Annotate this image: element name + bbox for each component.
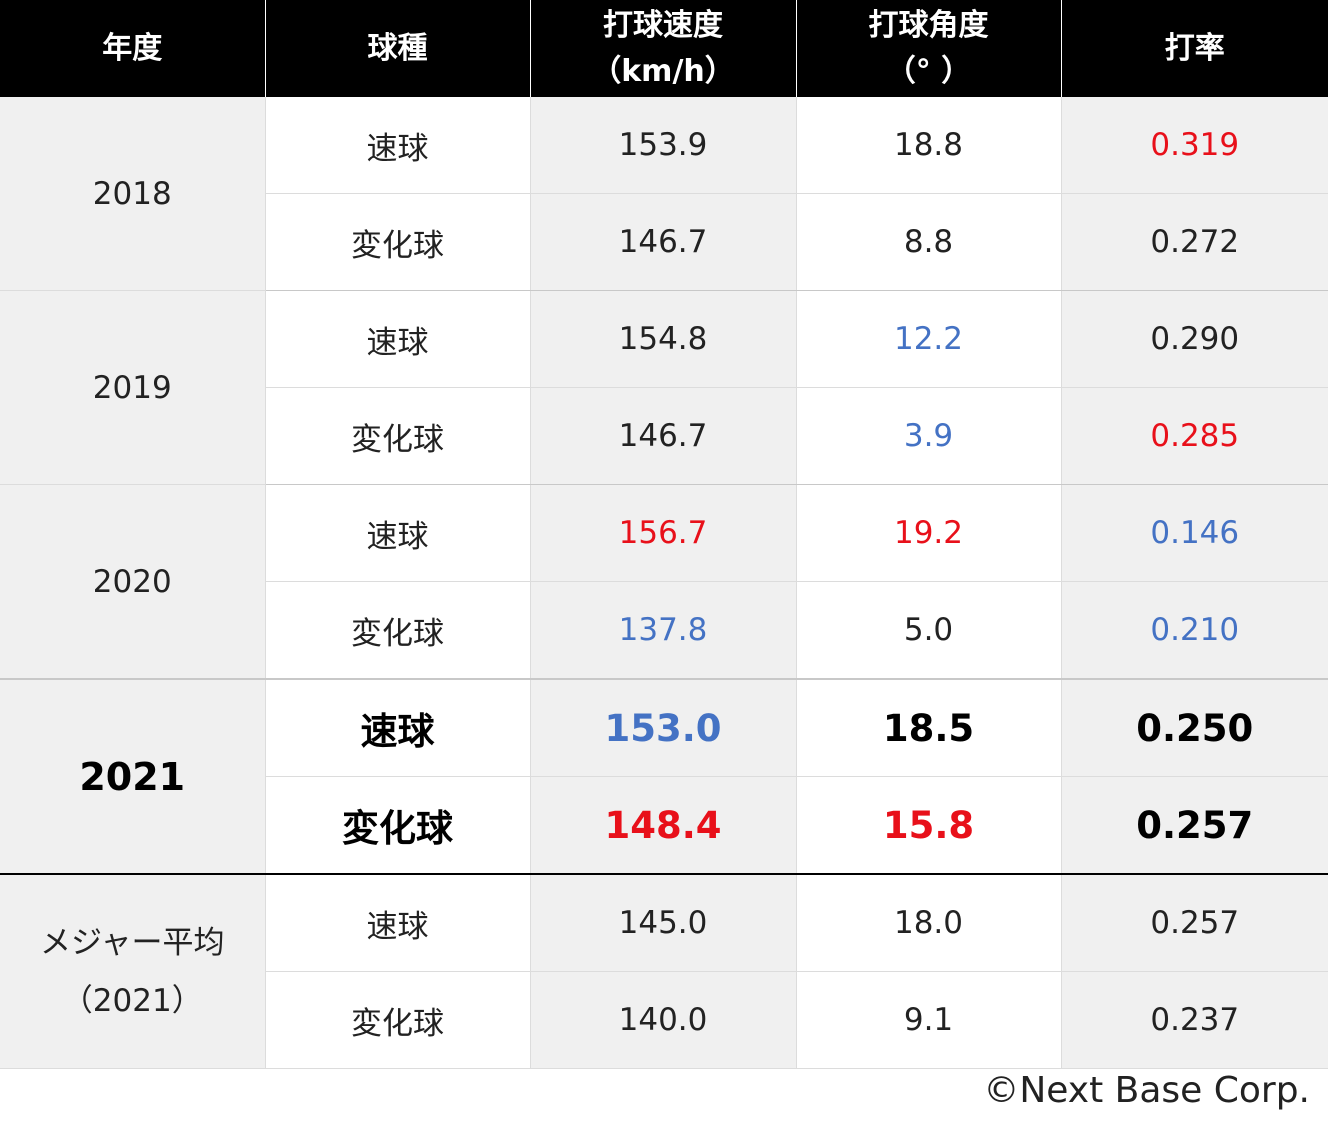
launch-angle-cell: 9.1 bbox=[796, 971, 1062, 1069]
launch-angle-cell: 18.8 bbox=[796, 97, 1062, 194]
mlb-average-season: （2021） bbox=[61, 982, 203, 1019]
exit-velocity-cell: 153.0 bbox=[530, 678, 797, 777]
header-launch-angle: 打球角度 （° ） bbox=[796, 0, 1062, 97]
header-pitch-type: 球種 bbox=[265, 0, 531, 97]
batting-average-cell: 0.146 bbox=[1061, 484, 1328, 582]
pitch-type-cell: 速球 bbox=[265, 484, 531, 582]
pitch-type-cell: 変化球 bbox=[265, 971, 531, 1069]
launch-angle-cell: 18.0 bbox=[796, 873, 1062, 972]
batting-average-cell: 0.250 bbox=[1061, 678, 1328, 777]
batting-stats-table: 年度 球種 打球速度 （km/h） 打球角度 （° ） 打率 2018 速球 1… bbox=[0, 0, 1328, 1069]
pitch-type-cell: 速球 bbox=[265, 97, 531, 194]
batting-average-cell: 0.257 bbox=[1061, 873, 1328, 972]
launch-angle-cell: 15.8 bbox=[796, 776, 1062, 875]
header-year: 年度 bbox=[0, 0, 266, 97]
header-batting-average: 打率 bbox=[1061, 0, 1328, 97]
header-launch-angle-unit: （° ） bbox=[885, 53, 972, 89]
year-cell: 2019 bbox=[0, 290, 266, 485]
launch-angle-cell: 18.5 bbox=[796, 678, 1062, 777]
table-row: 2018 速球 153.9 18.8 0.319 bbox=[0, 97, 1328, 291]
year-cell: 2018 bbox=[0, 97, 266, 291]
table-row: 変化球 140.0 9.1 0.237 bbox=[0, 971, 1328, 1069]
batting-average-cell: 0.272 bbox=[1061, 193, 1328, 291]
batting-average-cell: 0.237 bbox=[1061, 971, 1328, 1069]
exit-velocity-cell: 148.4 bbox=[530, 776, 797, 875]
table-row: 変化球 146.7 3.9 0.285 bbox=[0, 387, 1328, 485]
launch-angle-cell: 5.0 bbox=[796, 581, 1062, 680]
exit-velocity-cell: 145.0 bbox=[530, 873, 797, 972]
table-row: 2020 速球 156.7 19.2 0.146 bbox=[0, 484, 1328, 680]
mlb-average-label: メジャー平均 bbox=[40, 924, 225, 961]
table-row: 2019 速球 154.8 12.2 0.290 bbox=[0, 290, 1328, 485]
batting-average-cell: 0.290 bbox=[1061, 290, 1328, 388]
pitch-type-cell: 速球 bbox=[265, 678, 531, 777]
pitch-type-cell: 速球 bbox=[265, 873, 531, 972]
year-cell: 2021 bbox=[0, 678, 266, 875]
header-exit-velocity-label: 打球速度 bbox=[603, 7, 723, 43]
header-launch-angle-label: 打球角度 bbox=[868, 7, 989, 43]
batting-average-cell: 0.319 bbox=[1061, 97, 1328, 194]
launch-angle-cell: 3.9 bbox=[796, 387, 1062, 485]
batting-average-cell: 0.285 bbox=[1061, 387, 1328, 485]
year-cell: メジャー平均 （2021） bbox=[0, 873, 266, 1069]
exit-velocity-cell: 146.7 bbox=[530, 387, 797, 485]
table-row: 2021 速球 153.0 18.5 0.250 bbox=[0, 678, 1328, 875]
year-cell: 2020 bbox=[0, 484, 266, 680]
batting-average-cell: 0.257 bbox=[1061, 776, 1328, 875]
exit-velocity-cell: 153.9 bbox=[530, 97, 797, 194]
pitch-type-cell: 変化球 bbox=[265, 581, 531, 680]
copyright-notice: ©Next Base Corp. bbox=[983, 1070, 1310, 1111]
batting-average-cell: 0.210 bbox=[1061, 581, 1328, 680]
pitch-type-cell: 変化球 bbox=[265, 193, 531, 291]
pitch-type-cell: 変化球 bbox=[265, 776, 531, 875]
table-row: 変化球 137.8 5.0 0.210 bbox=[0, 581, 1328, 680]
header-exit-velocity: 打球速度 （km/h） bbox=[530, 0, 797, 97]
launch-angle-cell: 12.2 bbox=[796, 290, 1062, 388]
exit-velocity-cell: 146.7 bbox=[530, 193, 797, 291]
launch-angle-cell: 8.8 bbox=[796, 193, 1062, 291]
pitch-type-cell: 速球 bbox=[265, 290, 531, 388]
table-row: メジャー平均 （2021） 速球 145.0 18.0 0.257 bbox=[0, 873, 1328, 1069]
header-row: 年度 球種 打球速度 （km/h） 打球角度 （° ） 打率 bbox=[0, 0, 1328, 97]
exit-velocity-cell: 154.8 bbox=[530, 290, 797, 388]
table-row: 変化球 146.7 8.8 0.272 bbox=[0, 193, 1328, 291]
exit-velocity-cell: 140.0 bbox=[530, 971, 797, 1069]
exit-velocity-cell: 156.7 bbox=[530, 484, 797, 582]
exit-velocity-cell: 137.8 bbox=[530, 581, 797, 680]
launch-angle-cell: 19.2 bbox=[796, 484, 1062, 582]
header-exit-velocity-unit: （km/h） bbox=[591, 53, 735, 89]
pitch-type-cell: 変化球 bbox=[265, 387, 531, 485]
